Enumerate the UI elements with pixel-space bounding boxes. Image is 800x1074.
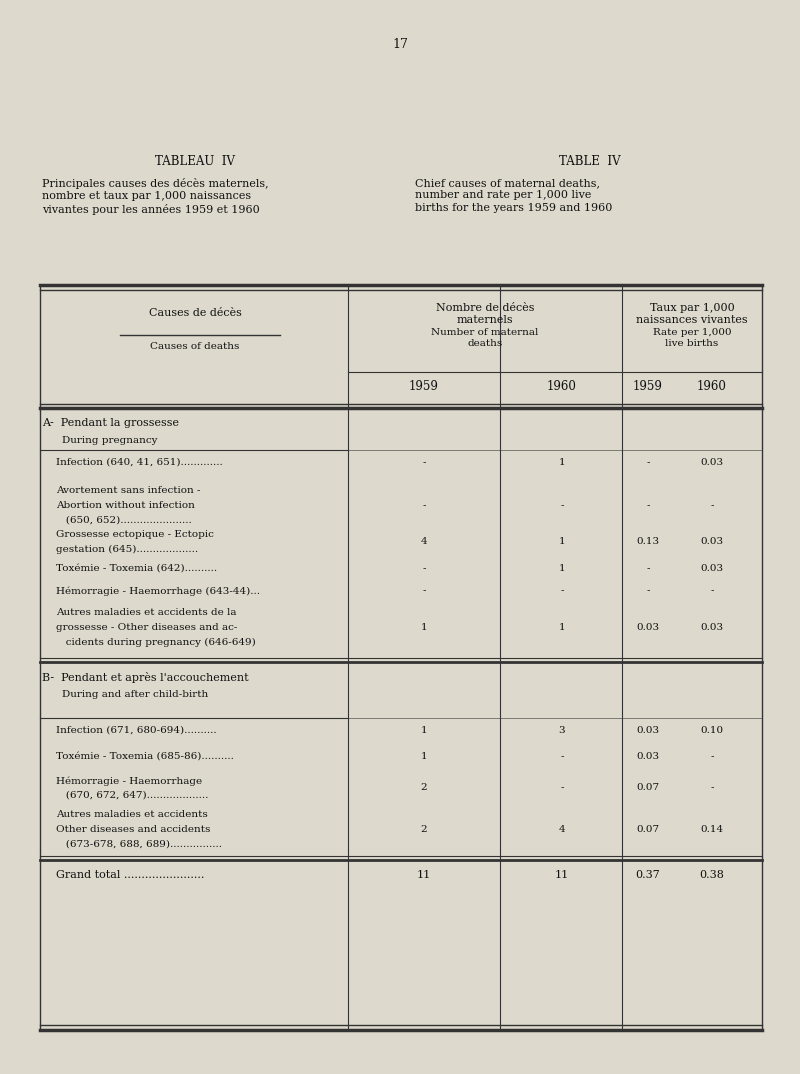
Text: -: -: [710, 752, 714, 761]
Text: TABLEAU  IV: TABLEAU IV: [155, 155, 235, 168]
Text: Taux par 1,000
naissances vivantes: Taux par 1,000 naissances vivantes: [636, 303, 748, 325]
Text: 0.03: 0.03: [701, 458, 723, 467]
Text: Infection (671, 680-694)..........: Infection (671, 680-694)..........: [56, 726, 217, 735]
Text: 11: 11: [555, 870, 569, 880]
Text: Nombre de décès
maternels: Nombre de décès maternels: [436, 303, 534, 325]
Text: -: -: [710, 500, 714, 510]
Text: 1960: 1960: [697, 380, 727, 393]
Text: (650, 652)......................: (650, 652)......................: [56, 516, 192, 525]
Text: -: -: [422, 586, 426, 595]
Text: Principales causes des décès maternels,
nombre et taux par 1,000 naissances
viva: Principales causes des décès maternels, …: [42, 178, 269, 215]
Text: Toxémie - Toxemia (685-86)..........: Toxémie - Toxemia (685-86)..........: [56, 752, 234, 761]
Text: 0.03: 0.03: [701, 537, 723, 547]
Text: 1960: 1960: [547, 380, 577, 393]
Text: During and after child-birth: During and after child-birth: [62, 690, 208, 699]
Text: -: -: [560, 752, 564, 761]
Text: -: -: [422, 458, 426, 467]
Text: 1: 1: [421, 726, 427, 735]
Text: -: -: [646, 564, 650, 574]
Text: 1: 1: [558, 458, 566, 467]
Text: 0.14: 0.14: [701, 825, 723, 834]
Text: 0.07: 0.07: [637, 825, 659, 834]
Text: Hémorragie - Haemorrhage (643-44)...: Hémorragie - Haemorrhage (643-44)...: [56, 586, 260, 595]
Text: -: -: [646, 458, 650, 467]
Text: Causes of deaths: Causes of deaths: [150, 342, 240, 351]
Text: -: -: [710, 586, 714, 595]
Text: Hémorragie - Haemorrhage: Hémorragie - Haemorrhage: [56, 777, 202, 785]
Text: -: -: [710, 784, 714, 793]
Text: Toxémie - Toxemia (642)..........: Toxémie - Toxemia (642)..........: [56, 564, 217, 574]
Text: 1: 1: [421, 752, 427, 761]
Text: 0.07: 0.07: [637, 784, 659, 793]
Text: A-  Pendant la grossesse: A- Pendant la grossesse: [42, 418, 179, 429]
Text: -: -: [422, 500, 426, 510]
Text: 4: 4: [421, 537, 427, 547]
Text: cidents during pregnancy (646-649): cidents during pregnancy (646-649): [56, 638, 256, 648]
Text: grossesse - Other diseases and ac-: grossesse - Other diseases and ac-: [56, 623, 238, 632]
Text: 1959: 1959: [409, 380, 439, 393]
Text: 3: 3: [558, 726, 566, 735]
Text: -: -: [560, 586, 564, 595]
Text: gestation (645)...................: gestation (645)...................: [56, 545, 198, 554]
Text: Grand total .......................: Grand total .......................: [56, 870, 204, 880]
Text: -: -: [646, 500, 650, 510]
Text: 2: 2: [421, 825, 427, 834]
Text: Avortement sans infection -: Avortement sans infection -: [56, 487, 201, 495]
Text: (670, 672, 647)...................: (670, 672, 647)...................: [56, 790, 208, 800]
Text: 0.10: 0.10: [701, 726, 723, 735]
Text: 0.03: 0.03: [637, 726, 659, 735]
Text: 2: 2: [421, 784, 427, 793]
Text: Rate per 1,000
live births: Rate per 1,000 live births: [653, 328, 731, 348]
Text: 1: 1: [421, 623, 427, 632]
Text: 0.03: 0.03: [701, 623, 723, 632]
Text: Other diseases and accidents: Other diseases and accidents: [56, 825, 210, 834]
Text: Autres maladies et accidents de la: Autres maladies et accidents de la: [56, 608, 237, 616]
Text: 1: 1: [558, 564, 566, 574]
Text: 0.03: 0.03: [637, 752, 659, 761]
Text: Grossesse ectopique - Ectopic: Grossesse ectopique - Ectopic: [56, 529, 214, 539]
Text: 1: 1: [558, 537, 566, 547]
Text: 0.38: 0.38: [699, 870, 725, 880]
Text: -: -: [560, 784, 564, 793]
Text: (673-678, 688, 689)................: (673-678, 688, 689)................: [56, 840, 222, 850]
Text: 0.37: 0.37: [636, 870, 660, 880]
Text: Number of maternal
deaths: Number of maternal deaths: [431, 328, 538, 348]
Text: Autres maladies et accidents: Autres maladies et accidents: [56, 810, 208, 819]
Text: Infection (640, 41, 651).............: Infection (640, 41, 651).............: [56, 458, 222, 467]
Text: Abortion without infection: Abortion without infection: [56, 500, 195, 510]
Text: 0.13: 0.13: [637, 537, 659, 547]
Text: 11: 11: [417, 870, 431, 880]
Text: During pregnancy: During pregnancy: [62, 436, 158, 445]
Text: 1: 1: [558, 623, 566, 632]
Text: Causes de décès: Causes de décès: [149, 308, 242, 318]
Text: 1959: 1959: [633, 380, 663, 393]
Text: -: -: [560, 500, 564, 510]
Text: 4: 4: [558, 825, 566, 834]
Text: B-  Pendant et après l'accouchement: B- Pendant et après l'accouchement: [42, 672, 249, 683]
Text: TABLE  IV: TABLE IV: [559, 155, 621, 168]
Text: 0.03: 0.03: [637, 623, 659, 632]
Text: 0.03: 0.03: [701, 564, 723, 574]
Text: Chief causes of maternal deaths,
number and rate per 1,000 live
births for the y: Chief causes of maternal deaths, number …: [415, 178, 612, 213]
Text: -: -: [646, 586, 650, 595]
Text: -: -: [422, 564, 426, 574]
Text: 17: 17: [392, 38, 408, 50]
